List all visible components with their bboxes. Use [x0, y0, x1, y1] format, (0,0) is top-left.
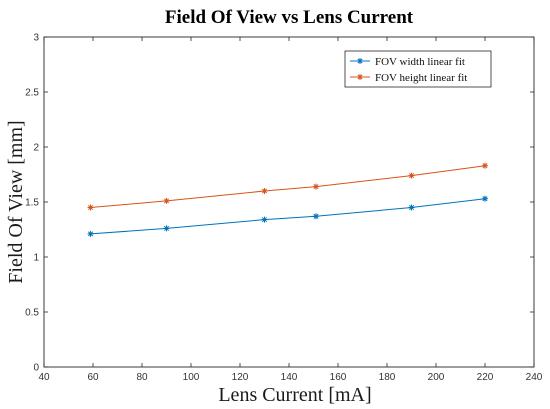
series-line-fov-width [90, 198, 486, 235]
y-tick-label: 0 [33, 363, 39, 374]
data-point [163, 225, 170, 232]
x-tick-label: 80 [136, 372, 148, 383]
x-tick-label: 160 [330, 372, 347, 383]
x-tick-label: 180 [379, 372, 396, 383]
x-tick-label: 100 [183, 372, 200, 383]
data-point [261, 216, 268, 223]
y-tick-label: 0.5 [25, 308, 39, 319]
x-tick-label: 120 [232, 372, 249, 383]
x-tick-label: 220 [477, 372, 494, 383]
legend-entry: FOV width linear fit [350, 56, 465, 68]
data-point [87, 204, 94, 211]
data-point [482, 162, 488, 169]
legend: FOV width linear fit FOV height linear fi… [344, 50, 492, 88]
series-line-fov-height [90, 165, 486, 208]
x-axis-label: Lens Current [mA] [218, 384, 371, 406]
x-tick-label: 40 [38, 372, 50, 383]
y-axis-label: Field Of View [mm] [5, 120, 27, 283]
y-tick-label: 3 [33, 33, 39, 44]
x-tick-label: 60 [87, 372, 99, 383]
y-tick-label: 2.5 [25, 88, 39, 99]
x-axis-ticks: 40 60 80 100 120 140 160 180 200 220 240 [38, 37, 543, 383]
data-point [482, 195, 488, 202]
y-tick-label: 2 [33, 143, 39, 154]
y-tick-label: 1.5 [25, 198, 39, 209]
y-tick-label: 1 [33, 253, 39, 264]
data-point [261, 188, 268, 194]
legend-label: FOV height linear fit [375, 72, 467, 84]
x-tick-label: 240 [526, 372, 543, 383]
legend-swatch-marker [357, 74, 363, 80]
series-layer [87, 162, 488, 237]
legend-swatch-marker [357, 58, 363, 64]
data-point [408, 204, 415, 211]
chart-title: Field Of View vs Lens Current [165, 7, 414, 28]
plot-frame [43, 36, 535, 368]
data-point [408, 172, 415, 179]
data-point [163, 197, 170, 204]
data-point [312, 183, 319, 190]
data-point [87, 230, 94, 237]
legend-entry: FOV height linear fit [350, 72, 467, 84]
x-tick-label: 140 [281, 372, 298, 383]
legend-label: FOV width linear fit [375, 56, 465, 68]
y-axis-ticks: 0 0.5 1 1.5 2 2.5 3 [25, 33, 534, 374]
data-point [312, 213, 319, 220]
legend-box [344, 50, 492, 88]
x-tick-label: 200 [428, 372, 445, 383]
